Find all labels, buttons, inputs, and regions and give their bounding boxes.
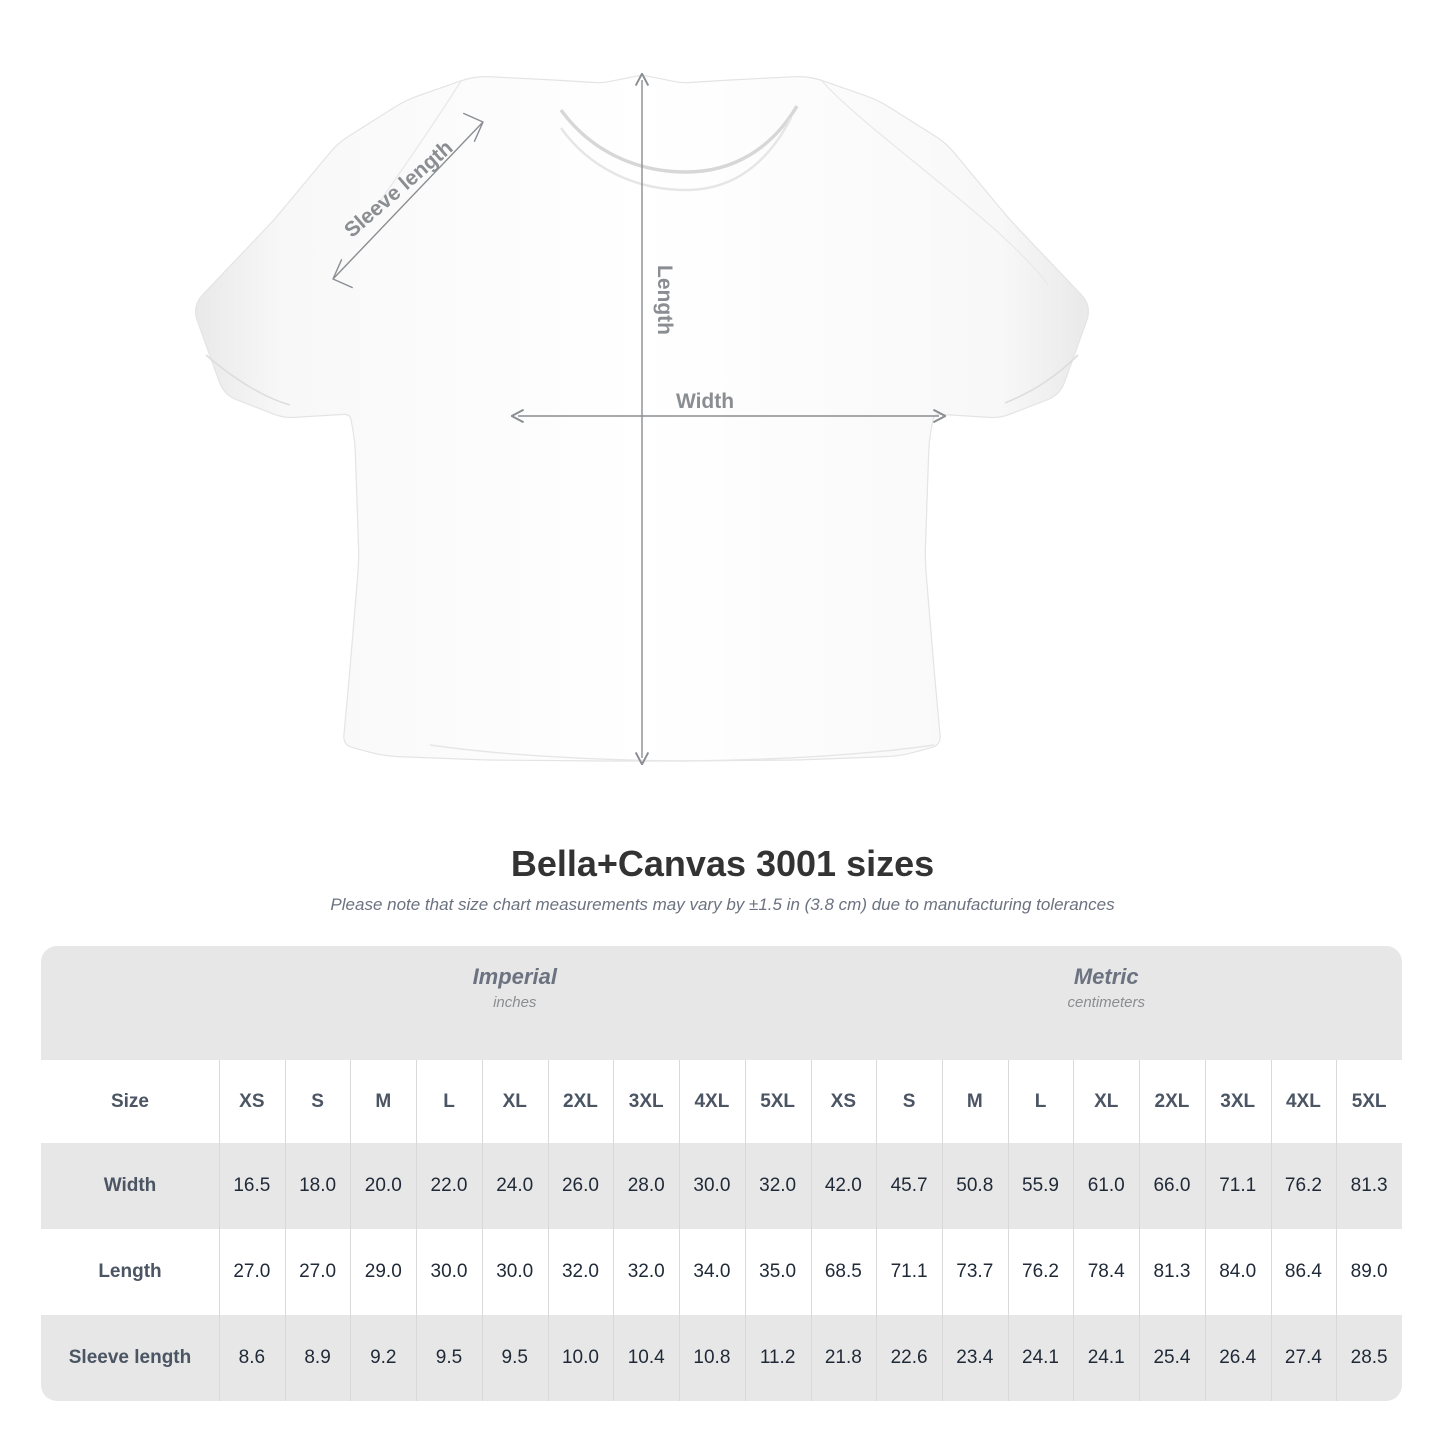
svg-text:Length: Length [653,265,676,335]
svg-text:Width: Width [676,390,734,413]
